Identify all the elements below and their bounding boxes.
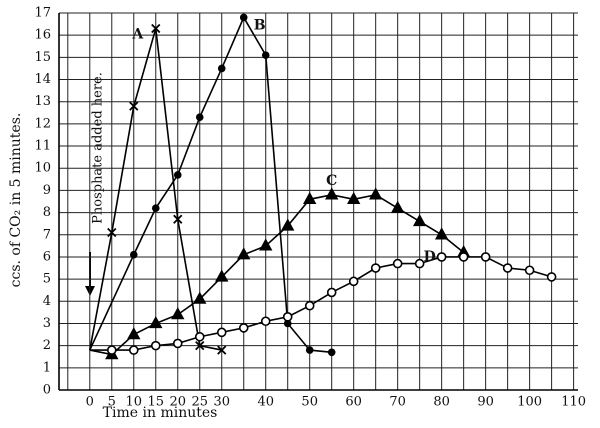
marker [304,300,315,311]
y-tick-label: 5 [43,272,51,287]
x-tick-label: 5 [108,395,116,410]
y-tick-label: 15 [34,50,51,65]
marker [239,13,248,22]
y-tick-label: 10 [34,161,51,176]
x-tick-label: 50 [301,395,318,410]
marker [283,319,292,328]
annotation: Phosphate added here. [91,72,106,224]
y-tick-label: 3 [43,316,51,331]
marker [281,218,295,231]
y-tick-label: 16 [34,28,51,43]
marker [524,265,535,276]
y-tick-label: 12 [34,116,51,131]
marker [128,345,139,355]
x-tick-label: 25 [191,395,208,410]
y-tick-label: 8 [43,205,51,220]
marker [172,338,183,349]
marker [282,312,293,322]
y-tick-label: 9 [43,183,51,198]
marker [260,316,271,327]
marker [327,348,336,357]
marker [237,247,251,260]
marker [106,345,117,355]
marker [127,327,141,340]
marker [217,64,226,73]
marker [303,191,317,204]
marker [107,227,117,238]
marker [414,258,425,269]
marker [195,113,204,122]
x-tick-label: 20 [169,395,186,410]
marker [458,252,469,262]
marker [173,214,183,224]
y-tick-label: 2 [43,338,51,353]
marker [261,51,270,59]
x-tick-label: 100 [517,395,542,410]
marker [194,331,205,342]
marker [502,263,513,273]
marker [129,250,138,259]
marker [259,238,273,251]
marker [347,191,361,204]
marker [368,187,383,200]
y-tick-label: 17 [34,6,51,21]
y-tick-label: 13 [34,94,51,109]
series-label: C [326,173,337,189]
x-tick-label: 30 [213,395,230,410]
marker [480,252,491,262]
marker [151,23,161,34]
marker [436,252,447,262]
x-tick-label: 15 [147,395,164,410]
x-tick-label: 60 [345,395,362,410]
x-tick-label: 70 [389,395,406,410]
marker [325,187,339,200]
marker [193,291,207,304]
marker [305,346,314,354]
x-tick-label: 90 [477,395,494,410]
x-axis-label: Time in minutes [103,405,218,421]
marker [348,276,359,287]
y-tick-label: 6 [43,249,51,264]
marker [171,307,185,320]
marker [370,263,381,273]
x-tick-label: 40 [257,395,274,410]
marker [412,214,427,227]
x-tick-label: 10 [125,395,142,410]
marker [546,272,557,282]
series-line [89,15,332,354]
series-line [89,194,465,356]
series-label: D [424,249,436,265]
y-tick-label: 7 [43,227,51,242]
series-label: B [254,17,266,33]
x-tick-label: 110 [561,395,586,410]
marker [129,101,139,111]
marker [216,327,227,338]
y-tick-label: 1 [43,360,51,375]
marker [392,258,403,269]
series-label: A [131,27,144,43]
series-line [89,256,552,351]
marker [390,200,405,213]
marker [238,323,249,333]
y-tick-label: 11 [34,139,51,154]
marker [215,269,229,282]
y-tick-label: 14 [34,72,51,87]
y-tick-label: 0 [43,383,51,398]
marker [434,227,449,240]
y-axis-label: ccs. of CO₂ in 5 minutes. [8,113,24,288]
marker [217,345,227,355]
marker [149,316,163,329]
marker [326,287,337,298]
marker [150,340,161,351]
y-tick-label: 4 [43,294,51,309]
x-tick-label: 80 [433,395,450,410]
marker [151,204,160,212]
x-tick-label: 0 [86,395,94,410]
marker [195,341,205,351]
marker [173,171,182,179]
